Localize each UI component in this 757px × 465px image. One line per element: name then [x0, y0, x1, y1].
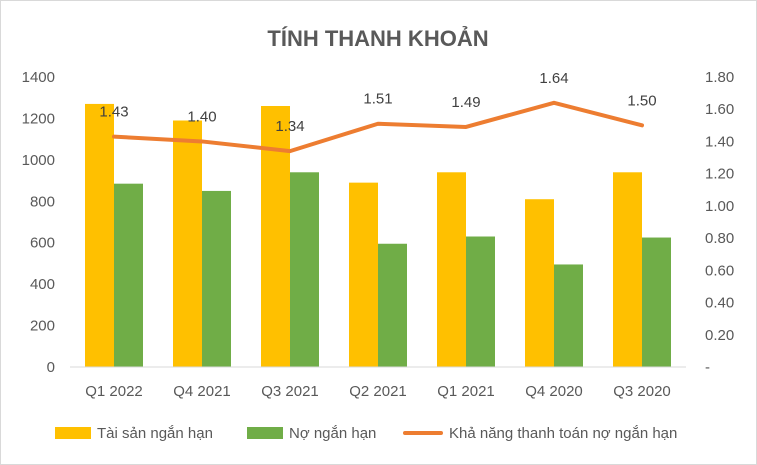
- current-liabilities-bar: [290, 172, 319, 367]
- liquidity-ratio-line: [112, 100, 644, 154]
- current-assets-bar: [349, 182, 378, 367]
- current-assets-bar: [85, 103, 114, 367]
- current-liabilities-bar: [378, 243, 407, 367]
- line-series: [112, 100, 644, 154]
- right-tick-label: 0.20: [705, 327, 734, 344]
- right-tick-label: 1.80: [705, 69, 734, 86]
- current-liabilities-bar: [554, 264, 583, 367]
- category-label: Q1 2022: [85, 383, 143, 400]
- category-label: Q3 2021: [261, 383, 319, 400]
- left-tick-label: 400: [30, 276, 55, 293]
- left-tick-label: 1000: [22, 152, 55, 169]
- category-label: Q2 2021: [349, 383, 407, 400]
- right-tick-label: 1.60: [705, 101, 734, 118]
- category-labels: Q1 2022 Q4 2021 Q3 2021 Q2 2021 Q1 2021 Q4 20…: [85, 383, 671, 400]
- line-data-label: 1.50: [627, 92, 656, 109]
- legend-swatch: [55, 427, 91, 439]
- line-data-label: 1.51: [363, 91, 392, 108]
- right-tick-label: 0.80: [705, 230, 734, 247]
- line-data-labels: 1.43 1.40 1.34 1.51 1.49 1.64 1.50: [99, 70, 656, 135]
- category-label: Q3 2020: [613, 383, 671, 400]
- legend-label: Nợ ngắn hạn: [289, 425, 376, 442]
- legend-label: Khả năng thanh toán nợ ngắn hạn: [449, 425, 677, 442]
- right-tick-label: 0.60: [705, 262, 734, 279]
- line-data-label: 1.43: [99, 104, 128, 121]
- line-data-label: 1.49: [451, 94, 480, 111]
- right-tick-label: 1.20: [705, 166, 734, 183]
- left-axis-ticks: 0 200 400 600 800 1000 1200 1400: [22, 69, 55, 376]
- current-assets-bar: [613, 172, 642, 367]
- right-tick-label: -: [705, 359, 710, 376]
- right-tick-label: 0.40: [705, 295, 734, 312]
- left-tick-label: 1200: [22, 110, 55, 127]
- right-tick-label: 1.40: [705, 133, 734, 150]
- current-liabilities-bar: [642, 237, 671, 367]
- category-label: Q1 2021: [437, 383, 495, 400]
- chart-title: TÍNH THANH KHOẢN: [267, 26, 488, 51]
- current-liabilities-bar: [202, 190, 231, 367]
- current-assets-bar: [261, 106, 290, 367]
- left-tick-label: 600: [30, 235, 55, 252]
- legend: Tài sản ngắn hạn Nợ ngắn hạn Khả năng than…: [55, 425, 677, 442]
- left-tick-label: 200: [30, 318, 55, 335]
- current-assets-bar: [525, 199, 554, 367]
- right-axis-ticks: - 0.20 0.40 0.60 0.80 1.00 1.20 1.40 1.60 1.80: [705, 69, 734, 376]
- current-liabilities-bar: [114, 183, 143, 367]
- current-liabilities-bar: [466, 236, 495, 367]
- left-tick-label: 800: [30, 193, 55, 210]
- line-data-label: 1.64: [539, 70, 568, 87]
- legend-swatch: [247, 427, 283, 439]
- category-label: Q4 2021: [173, 383, 231, 400]
- current-assets-bar: [437, 172, 466, 367]
- legend-label: Tài sản ngắn hạn: [97, 425, 213, 442]
- left-tick-label: 0: [47, 359, 55, 376]
- left-tick-label: 1400: [22, 69, 55, 86]
- right-tick-label: 1.00: [705, 198, 734, 215]
- current-assets-bar: [173, 120, 202, 367]
- line-data-label: 1.34: [275, 118, 304, 135]
- line-data-label: 1.40: [187, 108, 216, 125]
- category-label: Q4 2020: [525, 383, 583, 400]
